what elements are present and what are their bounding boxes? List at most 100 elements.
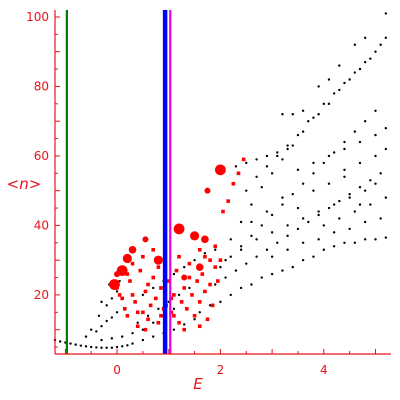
black-point [234, 165, 238, 168]
black-point [353, 43, 357, 46]
black-point [265, 248, 269, 251]
red-square-point [177, 254, 181, 259]
red-square-point [172, 313, 176, 318]
black-point [281, 196, 284, 199]
black-point [172, 307, 176, 311]
black-point [286, 147, 289, 151]
black-point [322, 224, 325, 227]
y-axis-title: <n> [7, 175, 42, 193]
black-point [276, 154, 279, 158]
black-point [95, 330, 98, 333]
red-square-point [208, 258, 212, 262]
black-point [84, 345, 88, 348]
red-square-point [213, 244, 218, 249]
y-tick-label: 40 [34, 218, 49, 232]
black-point [105, 346, 108, 349]
red-square-point [187, 275, 192, 280]
red-square-point [179, 300, 184, 304]
red-square-point [185, 307, 189, 311]
red-large-point [181, 274, 188, 281]
red-square-point [203, 289, 207, 294]
black-point [177, 293, 181, 297]
black-point [172, 272, 176, 276]
black-point [219, 265, 222, 269]
y-tick-label: 60 [34, 149, 49, 163]
black-point [343, 81, 346, 85]
red-square-point [216, 279, 220, 283]
black-point [270, 213, 274, 217]
red-square-point [125, 272, 130, 276]
red-square-point [151, 247, 156, 252]
red-large-point [116, 265, 128, 277]
red-square-point [133, 300, 137, 304]
black-point [291, 144, 294, 147]
red-square-point [172, 293, 176, 297]
x-ticks: 0 2 4 [64, 349, 376, 377]
black-point [214, 248, 217, 251]
black-point [358, 203, 362, 206]
black-point [332, 245, 336, 248]
red-point-series [109, 157, 246, 332]
black-point [260, 276, 263, 279]
black-point [312, 116, 315, 119]
red-square-point [130, 261, 135, 266]
black-point [332, 151, 336, 154]
red-square-point [195, 279, 199, 283]
black-point [183, 323, 186, 326]
red-square-point [159, 313, 163, 318]
black-point [265, 154, 269, 158]
black-point [312, 189, 315, 192]
black-point [317, 85, 320, 88]
black-point [89, 328, 93, 331]
black-point [291, 192, 294, 196]
black-point [374, 109, 377, 112]
black-point [250, 220, 253, 224]
black-point [79, 344, 83, 347]
black-point [327, 154, 331, 158]
x-tick-label: 0 [113, 363, 121, 377]
black-point [374, 238, 377, 241]
red-square-point [205, 317, 210, 322]
black-point [363, 220, 367, 224]
black-point [126, 344, 129, 347]
black-point [322, 102, 325, 106]
black-point [327, 102, 331, 106]
black-point [229, 293, 232, 297]
black-point [214, 283, 217, 286]
red-square-point [177, 320, 181, 325]
black-point [100, 338, 103, 342]
black-point [245, 262, 248, 265]
black-point [100, 325, 103, 328]
black-point [301, 217, 305, 220]
black-point [374, 133, 377, 137]
red-square-point [197, 324, 202, 329]
black-point [239, 220, 243, 224]
black-point [239, 248, 243, 251]
red-square-point [141, 310, 145, 315]
black-point [193, 258, 196, 262]
black-point [229, 255, 232, 258]
red-square-point [208, 282, 212, 287]
black-point-series [53, 12, 388, 349]
vertical-lines [65, 10, 172, 354]
black-point [250, 283, 253, 286]
red-square-point [141, 254, 145, 259]
black-point [353, 210, 357, 213]
red-square-point [156, 265, 161, 269]
red-square-point [159, 286, 163, 290]
black-point [110, 337, 114, 340]
black-point [296, 133, 300, 137]
black-point [327, 206, 331, 210]
black-point [374, 154, 377, 158]
black-point [384, 126, 388, 130]
red-large-point [215, 164, 226, 176]
black-point [172, 328, 176, 331]
black-point [348, 227, 351, 231]
black-point [281, 113, 284, 116]
y-tick-label: 80 [34, 79, 49, 93]
black-point [363, 238, 367, 241]
black-point [374, 50, 377, 53]
red-square-point [241, 157, 246, 162]
black-point [327, 182, 331, 185]
